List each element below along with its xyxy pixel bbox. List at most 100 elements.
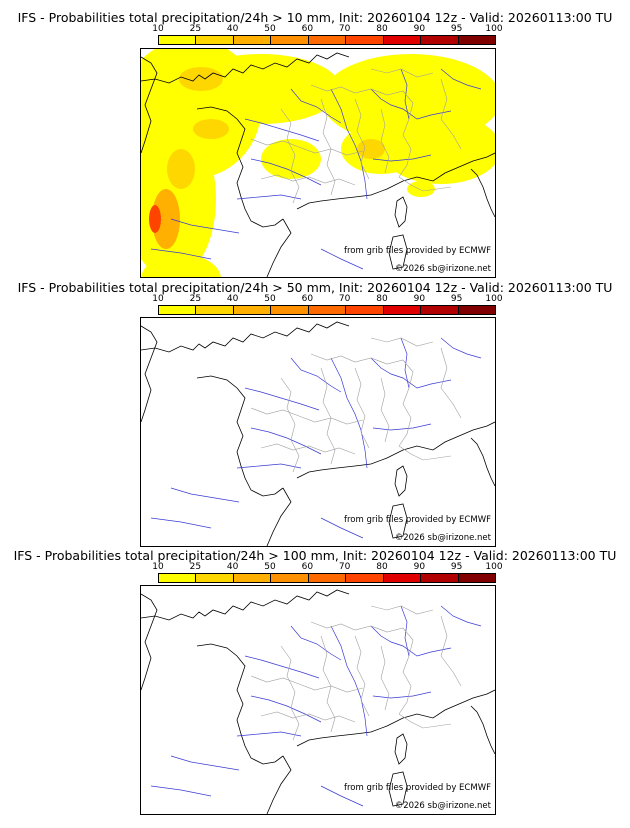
admin-border [380, 377, 390, 443]
scale-tick-label: 80 [376, 294, 388, 304]
admin-border [310, 84, 414, 178]
corsica-coastline [394, 196, 408, 228]
corsica-coastline [394, 465, 408, 497]
colorbar-segment [196, 574, 234, 582]
scale-tick-label: 40 [226, 562, 239, 572]
source-credit: from grib files provided by ECMWF [344, 783, 491, 793]
precip-probability-area [152, 189, 180, 249]
river-line [400, 68, 410, 120]
admin-border [260, 711, 356, 723]
river-line [236, 463, 302, 469]
colorbar-segment [233, 574, 272, 582]
map-svg [141, 589, 495, 814]
river-line [440, 68, 482, 90]
copyright-credit: ©2026 sb@irizone.net [394, 801, 491, 811]
admin-border [280, 645, 300, 741]
color-scale: 10 25 40 50 60 70 80 90 95 100 [140, 562, 503, 592]
sardinia-coastline [388, 234, 408, 270]
precip-probability-area [179, 67, 223, 91]
coastline [141, 593, 158, 691]
admin-border [260, 174, 356, 186]
precip-probability-area [193, 119, 229, 139]
precip-probability-area [261, 139, 321, 179]
colorbar-segment [159, 306, 197, 314]
coastline [141, 56, 158, 154]
admin-border [440, 347, 462, 419]
colorbar-segment [196, 36, 234, 44]
scale-tick-label: 100 [485, 562, 503, 572]
scale-tick-label: 90 [413, 294, 426, 304]
colorbar-segment [458, 574, 495, 582]
map-panel-3: IFS - Probabilities total precipitation/… [0, 548, 630, 818]
colorbar [158, 573, 496, 583]
map-panel-1: IFS - Probabilities total precipitation/… [0, 10, 630, 280]
scale-tick-label: 95 [450, 562, 463, 572]
admin-border [440, 615, 462, 687]
river-line [320, 248, 364, 270]
coastline [141, 52, 495, 277]
colorbar [158, 305, 496, 315]
scale-tick-label: 50 [264, 294, 276, 304]
colorbar-segment [383, 306, 422, 314]
precip-probability-area [407, 181, 435, 197]
sardinia-coastline [388, 503, 408, 539]
source-credit: from grib files provided by ECMWF [344, 515, 491, 525]
scale-tick-label: 80 [376, 24, 388, 34]
river-line [372, 423, 432, 431]
river-line [170, 755, 240, 771]
river-line [370, 357, 452, 389]
admin-border [320, 635, 336, 733]
river-line [400, 337, 410, 389]
italy-coastline [470, 437, 495, 487]
scale-tick-label: 50 [264, 24, 276, 34]
scale-tick-label: 25 [189, 294, 202, 304]
colorbar-segment [421, 306, 459, 314]
map-svg [141, 49, 495, 277]
scale-tick-label: 60 [301, 294, 314, 304]
coastline [141, 589, 495, 814]
scale-tick-label: 80 [376, 562, 388, 572]
river-line [330, 88, 368, 200]
color-scale: 10 25 40 50 60 70 80 90 95 100 [140, 294, 503, 324]
river-line [372, 691, 432, 699]
source-credit: from grib files provided by ECMWF [344, 246, 491, 256]
admin-border [354, 98, 370, 180]
colorbar-segment [458, 306, 495, 314]
river-line [150, 785, 212, 797]
colorbar [158, 35, 496, 45]
river-line [370, 88, 452, 120]
colorbar-segment [196, 306, 234, 314]
admin-border [370, 68, 434, 78]
colorbar-segment [421, 574, 459, 582]
precip-probability-area [141, 254, 221, 277]
scale-tick-label: 25 [189, 24, 202, 34]
colorbar-segment [233, 36, 272, 44]
scale-tick-label: 50 [264, 562, 276, 572]
scale-tick-label: 40 [226, 294, 239, 304]
admin-border [250, 675, 364, 693]
river-line [236, 731, 302, 737]
admin-border [250, 407, 364, 425]
scale-tick-label: 10 [152, 562, 164, 572]
scale-tick-label: 90 [413, 562, 426, 572]
admin-border [280, 108, 300, 204]
river-line [320, 517, 364, 539]
river-line [244, 387, 320, 411]
precip-probability-area [149, 205, 161, 233]
admin-border [398, 176, 452, 192]
scale-tick-label: 100 [485, 294, 503, 304]
river-line [150, 517, 212, 529]
colorbar-segment [458, 36, 495, 44]
admin-border [310, 353, 414, 447]
panel-title: IFS - Probabilities total precipitation/… [17, 10, 613, 25]
river-line [290, 625, 342, 661]
scale-tick-label: 100 [485, 24, 503, 34]
colorbar-segment [346, 36, 384, 44]
river-line [250, 695, 322, 723]
colorbar-segment [421, 36, 459, 44]
map-area: from grib files provided by ECMWF ©2026 … [140, 317, 496, 547]
scale-tick-label: 40 [226, 24, 239, 34]
colorbar-segment [383, 574, 422, 582]
scale-tick-label: 10 [152, 294, 164, 304]
admin-border [310, 621, 414, 715]
